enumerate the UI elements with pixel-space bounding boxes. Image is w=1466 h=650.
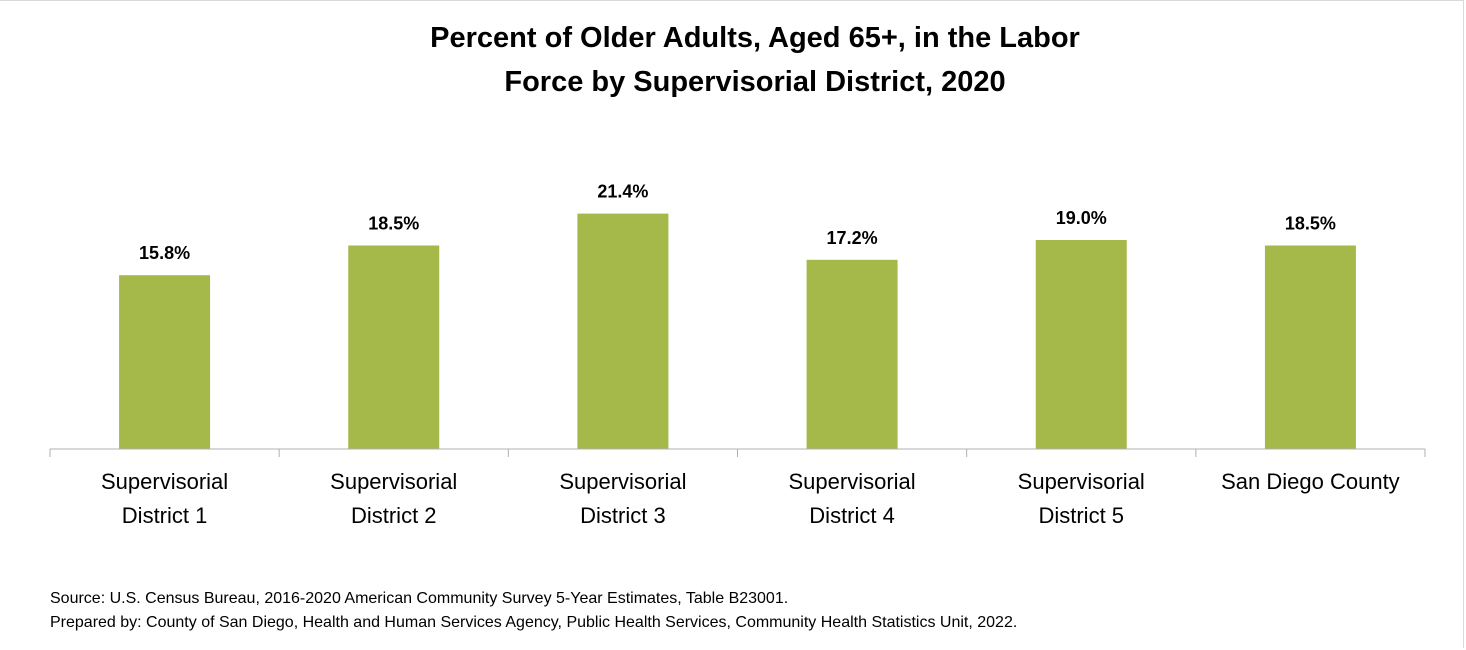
x-tick-label: District 3	[580, 503, 666, 528]
source-text: Source: U.S. Census Bureau, 2016-2020 Am…	[50, 590, 789, 607]
bar	[348, 245, 440, 449]
bar	[577, 213, 669, 449]
data-label: 18.5%	[1285, 214, 1336, 234]
data-label: 15.8%	[139, 243, 190, 263]
bar	[119, 275, 211, 449]
x-tick-label: Supervisorial	[330, 469, 457, 494]
x-tick-label: District 2	[351, 503, 437, 528]
chart-title-line-1: Percent of Older Adults, Aged 65+, in th…	[430, 22, 1080, 54]
bar	[1035, 240, 1127, 449]
x-tick-label: Supervisorial	[101, 469, 228, 494]
x-tick-label: District 1	[122, 503, 208, 528]
data-label: 18.5%	[368, 214, 419, 234]
data-label: 17.2%	[827, 228, 878, 248]
bar	[1264, 245, 1356, 449]
bar	[806, 259, 898, 449]
x-tick-label: District 4	[809, 503, 895, 528]
x-tick-label: Supervisorial	[1018, 469, 1145, 494]
data-label: 21.4%	[597, 182, 648, 202]
chart-title-line-2: Force by Supervisorial District, 2020	[504, 66, 1006, 98]
x-tick-label: San Diego County	[1221, 469, 1400, 494]
chart-title: Percent of Older Adults, Aged 65+, in th…	[0, 16, 1466, 104]
x-tick-label: Supervisorial	[559, 469, 686, 494]
source-note: Source: U.S. Census Bureau, 2016-2020 Am…	[50, 587, 1017, 635]
x-tick-label: District 5	[1038, 503, 1124, 528]
x-tick-label: Supervisorial	[788, 469, 915, 494]
prepared-by-text: Prepared by: County of San Diego, Health…	[50, 614, 1018, 631]
data-label: 19.0%	[1056, 208, 1107, 228]
